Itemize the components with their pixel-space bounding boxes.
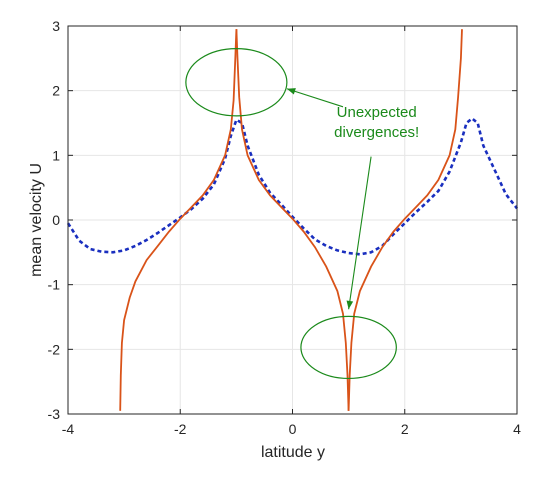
y-tick-label: -2 — [48, 341, 61, 357]
annotation-arrow-line — [348, 156, 372, 310]
x-tick-label: -2 — [174, 421, 187, 437]
x-tick-label: -4 — [62, 421, 75, 437]
annotation-arrowhead — [346, 300, 354, 310]
annotation-arrowhead — [286, 88, 296, 95]
axis-ticks: -4 -2 0 2 4 -3 -2 -1 0 1 2 3 — [48, 18, 522, 437]
annotation-arrow-line — [286, 88, 344, 108]
dashed-line — [66, 116, 519, 256]
y-tick-label: -1 — [48, 277, 61, 293]
y-tick-label: 0 — [52, 212, 60, 228]
annotation-text-line2: divergences! — [334, 124, 419, 141]
x-tick-label: 4 — [513, 421, 521, 437]
solid-line-segment — [347, 29, 463, 411]
y-tick-label: 3 — [52, 18, 60, 34]
y-tick-label: 2 — [52, 83, 60, 99]
x-tick-label: 2 — [401, 421, 409, 437]
y-tick-label: 1 — [52, 147, 60, 163]
annotations: Unexpected divergences! — [185, 48, 419, 380]
solid-line-segment — [235, 29, 350, 411]
annotation-ellipse — [300, 315, 397, 380]
y-axis-label: mean velocity U — [28, 163, 45, 277]
series-solid — [119, 29, 463, 411]
solid-line-segment — [119, 29, 238, 411]
x-tick-label: 0 — [289, 421, 297, 437]
series-dashed — [66, 116, 519, 256]
annotation-ellipse — [185, 48, 288, 117]
annotation-text-line1: Unexpected — [337, 104, 417, 121]
x-axis-label: latitude y — [261, 444, 325, 461]
y-tick-label: -3 — [48, 406, 61, 422]
